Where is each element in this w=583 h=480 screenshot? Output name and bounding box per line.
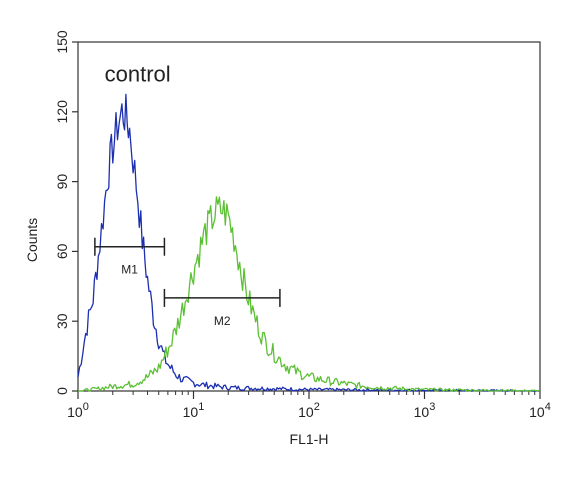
y-tick-label: 30	[54, 313, 70, 329]
marker-label: M2	[214, 314, 231, 328]
series-layer	[77, 93, 541, 392]
x-tick-label: 102	[298, 401, 320, 420]
annotations: control	[105, 62, 171, 87]
y-tick-label: 120	[54, 100, 70, 124]
x-tick-label: 100	[67, 401, 89, 420]
gate-markers: M1 M2	[94, 237, 281, 328]
x-tick-label: 104	[529, 401, 551, 420]
annotation-label: control	[105, 62, 171, 87]
plot-frame	[77, 41, 541, 392]
y-axis: 0 30 60 90 120 150	[54, 30, 78, 395]
histogram-series-2	[77, 196, 541, 392]
y-tick-label: 150	[54, 30, 70, 54]
x-tick-label: 103	[414, 401, 436, 420]
x-axis-title: FL1-H	[290, 431, 329, 447]
marker-label: M1	[121, 263, 138, 277]
y-tick-label: 90	[54, 174, 70, 190]
y-tick-label: 0	[54, 387, 70, 395]
histogram-series-1	[77, 93, 540, 392]
y-tick-label: 60	[54, 243, 70, 259]
x-axis: 100 101 102 103 104	[67, 391, 551, 420]
y-axis-title: Counts	[24, 218, 40, 262]
x-tick-label: 101	[183, 401, 205, 420]
